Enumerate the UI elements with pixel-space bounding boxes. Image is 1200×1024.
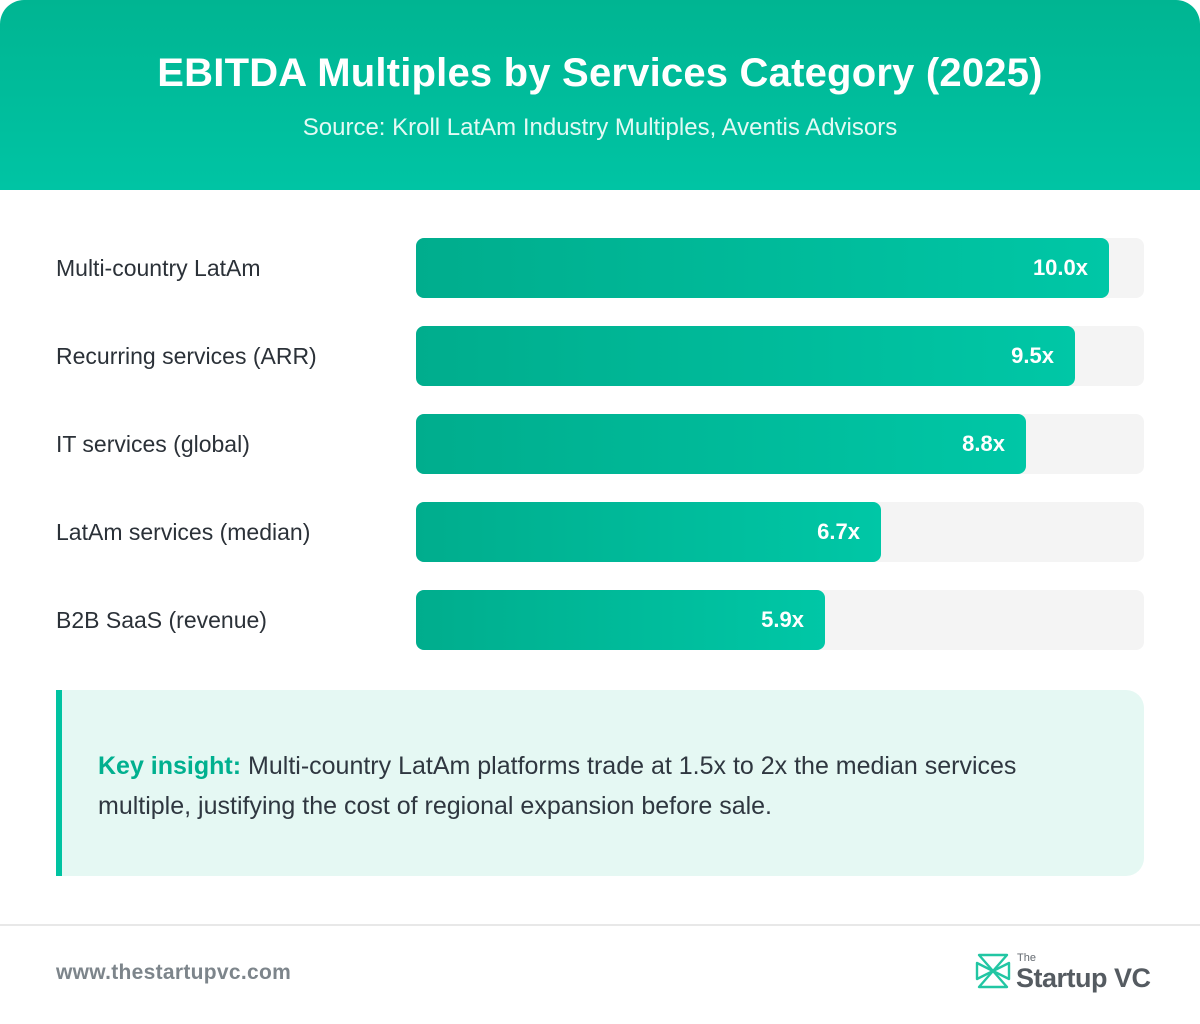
bar-value-label: 5.9x [761,607,804,632]
category-label: B2B SaaS (revenue) [56,607,267,633]
bar-row: Recurring services (ARR) 9.5x [0,326,1200,386]
header-banner: EBITDA Multiples by Services Category (2… [0,0,1200,190]
key-insight-text: Key insight: Multi-country LatAm platfor… [62,690,1144,826]
bar-chart: Multi-country LatAm 10.0x Recurring servic… [0,238,1200,678]
bar-track: 6.7x [416,502,1144,562]
bar-value-label: 6.7x [817,519,860,544]
bar: 10.0x [416,238,1109,298]
bar-value-label: 8.8x [962,431,1005,456]
footer-url-link[interactable]: www.thestartupvc.com [56,961,292,984]
bar-row: IT services (global) 8.8x [0,414,1200,474]
category-label: Multi-country LatAm [56,255,261,281]
bar-row: B2B SaaS (revenue) 5.9x [0,590,1200,650]
bar: 8.8x [416,414,1026,474]
startupvc-logo[interactable]: The Startup VC [974,950,1151,994]
bar-row: Multi-country LatAm 10.0x [0,238,1200,298]
bar-row: LatAm services (median) 6.7x [0,502,1200,562]
key-insight-body: Multi-country LatAm platforms trade at 1… [98,752,1017,820]
bar-value-label: 10.0x [1032,255,1088,280]
bar: 5.9x [416,590,825,650]
bar-track: 8.8x [416,414,1144,474]
bar-track: 5.9x [416,590,1144,650]
logo-name-text: Startup VC [1016,963,1151,993]
bar-value-label: 9.5x [1011,343,1054,368]
bar-track: 9.5x [416,326,1144,386]
chart-source: Source: Kroll LatAm Industry Multiples, … [302,114,898,141]
bar: 9.5x [416,326,1075,386]
startupvc-logo-icon [975,953,1011,989]
bar: 6.7x [416,502,881,562]
category-label: LatAm services (median) [56,519,311,545]
category-label: IT services (global) [56,431,250,457]
bar-track: 10.0x [416,238,1144,298]
chart-title: EBITDA Multiples by Services Category (2… [157,51,1043,95]
key-insight-label: Key insight: [98,752,242,780]
logo-the-text: The [1017,952,1036,964]
footer-divider [0,924,1200,926]
category-label: Recurring services (ARR) [56,343,317,369]
key-insight-box: Key insight: Multi-country LatAm platfor… [56,690,1144,876]
